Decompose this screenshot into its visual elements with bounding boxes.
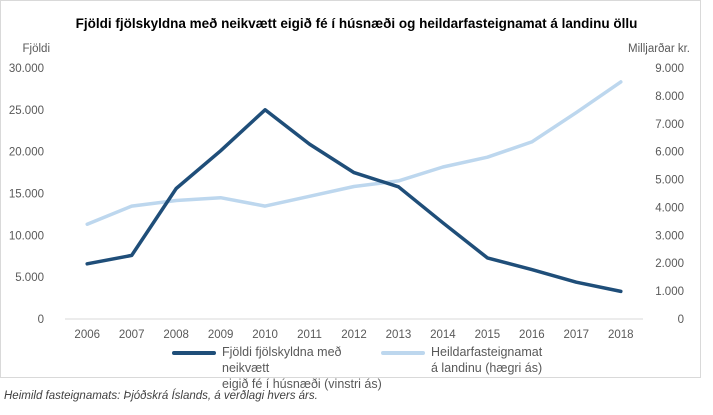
x-axis-tick-label: 2012: [341, 329, 367, 341]
right-axis-tick-label: 5.000: [655, 175, 684, 187]
legend-label-series-2: Heildarfasteignamat á landinu (hægri ás): [431, 344, 601, 376]
legend-swatch-series-1: [172, 351, 216, 355]
legend-label-series-2-line-2: á landinu (hægri ás): [431, 361, 543, 375]
x-axis-tick-label: 2015: [475, 329, 501, 341]
right-axis-tick-label: 0: [678, 314, 684, 326]
x-axis-tick-label: 2014: [430, 329, 456, 341]
right-axis-tick-label: 7.000: [655, 119, 684, 131]
x-axis-tick-label: 2018: [608, 329, 634, 341]
left-axis-tick-label: 15.000: [9, 189, 44, 201]
right-axis-tick-label: 3.000: [655, 230, 684, 242]
left-axis-tick-label: 0: [38, 314, 44, 326]
legend-label-series-1-line-2: eigið fé í húsnæði (vinstri ás): [222, 377, 382, 391]
source-note: Heimild fasteignamats: Þjóðskrá Íslands,…: [4, 390, 318, 402]
right-axis-tick-label: 9.000: [655, 63, 684, 75]
x-axis-tick-label: 2017: [564, 329, 590, 341]
x-axis-tick-label: 2007: [119, 329, 145, 341]
left-axis-tick-label: 10.000: [9, 230, 44, 242]
right-axis-tick-label: 4.000: [655, 202, 684, 214]
right-axis-tick-label: 6.000: [655, 147, 684, 159]
left-axis-tick-label: 25.000: [9, 105, 44, 117]
chart-plot: 0 5.000 10.000 15.000 20.000 25.000 30.000 0 1.…: [9, 43, 690, 341]
left-axis-tick-label: 5.000: [15, 272, 44, 284]
x-axis-tick-label: 2011: [297, 329, 322, 341]
x-axis-tick-label: 2010: [252, 329, 278, 341]
x-axis-tick-label: 2013: [386, 329, 412, 341]
right-axis-label: Milljarðar kr.: [628, 43, 690, 55]
x-axis-tick-label: 2016: [519, 329, 545, 341]
left-axis-label: Fjöldi: [23, 43, 50, 55]
legend-label-series-2-line-1: Heildarfasteignamat: [431, 345, 543, 359]
legend-item-series-2: Heildarfasteignamat á landinu (hægri ás): [381, 344, 601, 376]
legend-label-series-1: Fjöldi fjölskyldna með neikvætt eigið fé…: [222, 344, 392, 392]
series-line-heildarfasteignamat: [85, 80, 623, 226]
left-axis-tick-label: 20.000: [9, 147, 44, 159]
chart-title: Fjöldi fjölskyldna með neikvætt eigið fé…: [75, 16, 638, 31]
left-axis-tick-label: 30.000: [9, 63, 44, 75]
legend-swatch-series-2: [381, 351, 425, 355]
x-axis-tick-label: 2008: [163, 329, 189, 341]
series-line-fjoldi-fjolskyldna: [85, 108, 623, 294]
right-axis-tick-label: 1.000: [655, 286, 684, 298]
x-axis-tick-label: 2006: [74, 329, 100, 341]
right-axis-tick-label: 8.000: [655, 91, 684, 103]
legend-label-series-1-line-1: Fjöldi fjölskyldna með neikvætt: [222, 345, 342, 375]
legend-item-series-1: Fjöldi fjölskyldna með neikvætt eigið fé…: [172, 344, 392, 392]
right-axis-tick-label: 2.000: [655, 258, 684, 270]
x-axis-tick-label: 2009: [208, 329, 234, 341]
